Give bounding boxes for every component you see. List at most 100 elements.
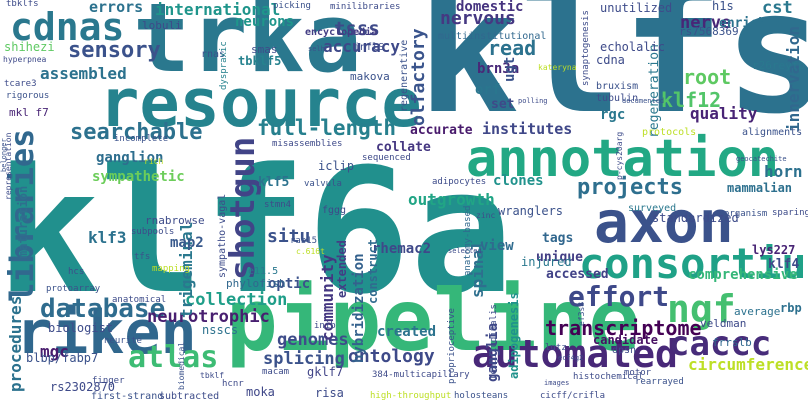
word-ef3s8: ef3s8 — [577, 301, 586, 326]
word-organism: organism — [724, 209, 768, 219]
word-longitudinalis: longitudinalis — [489, 304, 499, 380]
word-ugt: ugt — [502, 56, 518, 82]
word-enriched: enriched — [719, 16, 782, 31]
word-extended: extended — [335, 240, 349, 298]
word-accuracy: accuracy — [323, 37, 401, 56]
word-dyspraxic: dyspraxic — [219, 41, 229, 90]
word-veldman: veldman — [700, 317, 747, 330]
word-macam: macam — [262, 367, 290, 377]
word-histochemical: histochemical — [573, 372, 644, 382]
word-mapping: mapping — [152, 264, 190, 274]
word-klfs: klfs — [417, 0, 808, 152]
word-geocatechite: geocatechite — [736, 155, 787, 163]
word-olfactory: olfactory — [408, 28, 429, 126]
word-fggg: fggg — [322, 205, 347, 216]
word-valvula: valvula — [304, 179, 342, 189]
word-tcare3: tcare3 — [4, 79, 37, 89]
word-hcnr: hcnr — [222, 379, 244, 389]
word-frrslb: frrslb — [712, 336, 752, 349]
word-neurite: neurite — [104, 336, 142, 346]
word-searchable: searchable — [70, 120, 203, 145]
word-stmn4: stmn4 — [264, 200, 292, 210]
word-unique: unique — [536, 250, 583, 265]
word-set: set — [491, 97, 515, 112]
word-resource: resource — [99, 64, 422, 142]
word-dpsn: dpsn — [612, 345, 637, 356]
word-incomplete: incomplete — [114, 134, 169, 144]
word-h1s: h1s — [712, 0, 734, 13]
word-outgrowth: outgrowth — [408, 190, 495, 209]
word-selected: selected — [448, 247, 482, 255]
word-collection: collection — [185, 290, 288, 310]
word-minilibraries: minilibraries — [330, 2, 401, 12]
word-kateryna: kateryna — [538, 63, 577, 72]
word-created: created — [377, 324, 437, 340]
word-atlas: atlas — [128, 340, 219, 375]
word-moka: moka — [246, 385, 275, 399]
word-riken: riken — [16, 298, 197, 368]
word-motor: motor — [624, 368, 652, 378]
word-quality: quality — [690, 104, 758, 123]
word-horn: horn — [764, 162, 803, 181]
word-rs7568369: rs7568369 — [679, 25, 739, 38]
word-holosteans: holosteans — [454, 391, 509, 401]
word-axon: axon — [594, 188, 734, 256]
word-nsscs: nsscs — [202, 323, 239, 337]
word-projects: projects — [577, 175, 683, 200]
word-annotation: annotation — [466, 129, 780, 189]
word-pipeline: pipeline — [226, 271, 641, 371]
word-echolalic: echolalic — [600, 40, 666, 54]
word-selh: selh — [308, 45, 325, 53]
word-construct: construct — [366, 238, 380, 304]
word-assembled: assembled — [40, 64, 127, 83]
word-rnas: rnas — [201, 49, 226, 60]
word-accurate: accurate — [410, 123, 473, 138]
word-multiinstitutional: multiinstitutional — [438, 31, 547, 42]
word-cst: cst — [762, 0, 793, 18]
word-ecf4g2: ecf4g2 — [558, 354, 584, 362]
word-consortium: consortium — [579, 239, 808, 288]
word-surveyed: surveyed — [628, 203, 677, 214]
word-klf12: klf12 — [661, 88, 722, 112]
word-polling: polling — [518, 97, 548, 105]
word-international: international — [155, 0, 281, 19]
word-encyclopedia: encyclopedia — [305, 27, 378, 38]
word-trka: trka — [133, 0, 362, 94]
word-anatomy-based: anatomy-based — [463, 205, 473, 276]
word-map2: map2 — [170, 235, 204, 251]
word-collate: collate — [376, 140, 431, 155]
word-c-616t: c.616t — [296, 247, 325, 256]
word-tags: tags — [542, 231, 574, 246]
word-sympatho-vagal: sympatho-vagal — [217, 193, 228, 278]
word-candidate: candidate — [593, 333, 659, 347]
word-mgc: mgc — [40, 342, 69, 361]
word-average: average — [734, 305, 781, 318]
word-standardized: standardized — [652, 211, 739, 225]
word-anatomical: anatomical — [112, 295, 167, 305]
word-synaptogenesis: synaptogenesis — [581, 10, 591, 86]
word-innervation: innervation — [784, 26, 803, 132]
word-neurons: neurons — [235, 14, 295, 30]
word-infls: inflS — [354, 42, 385, 53]
word-institutes: institutes — [482, 120, 573, 138]
word-blbp-fabp7: blbp/fabp7 — [26, 351, 99, 365]
word-orf: orf — [475, 82, 501, 98]
word-neurotrophic: neurotrophic — [147, 307, 270, 327]
word-regeneration: regeneration — [647, 44, 662, 138]
word-hcs: hcs — [68, 267, 85, 277]
word-tsss: tsss — [334, 18, 380, 40]
word-biologist: biologist — [48, 321, 114, 335]
word-rab15: rab15 — [290, 236, 318, 246]
word-mammalian: mammalian — [727, 181, 793, 195]
word-wranglers: wranglers — [498, 204, 564, 218]
word-rich: rich — [144, 157, 164, 166]
word-subtracted: subtracted — [159, 391, 220, 402]
word-maturation: maturation — [16, 185, 30, 258]
word-ganglion: ganglion — [96, 150, 164, 166]
word-splicing: splicing — [263, 349, 345, 369]
word-domestic: domestic — [456, 0, 524, 15]
word-klf4: klf4 — [768, 257, 800, 272]
word-tfs: tfs — [134, 252, 151, 262]
word-database: database — [40, 294, 166, 324]
word-rbp: rbp — [780, 301, 802, 315]
